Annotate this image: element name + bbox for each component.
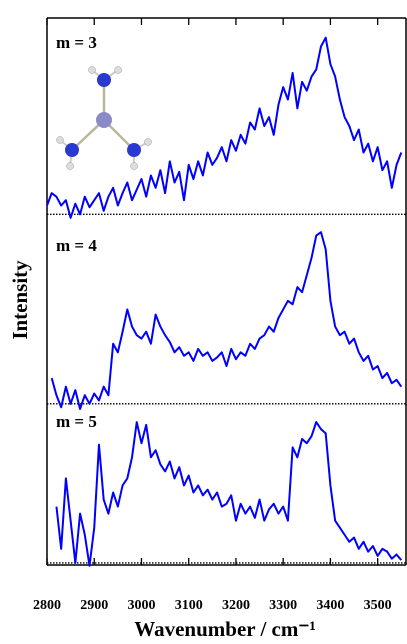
x-tick-label: 3200 bbox=[222, 598, 250, 613]
spectrum-line bbox=[47, 38, 401, 218]
x-tick-label: 2800 bbox=[33, 598, 61, 613]
x-tick-label: 3000 bbox=[127, 598, 155, 613]
x-tick-label: 3500 bbox=[364, 598, 392, 613]
x-tick-label: 3300 bbox=[269, 598, 297, 613]
panel-label: m = 3 bbox=[56, 33, 97, 52]
page: {"chart_data": [ {"type": "line", "annot… bbox=[0, 0, 407, 644]
spectrum-line bbox=[52, 232, 402, 409]
y-axis-label: Intensity bbox=[8, 260, 32, 340]
spectrum-line bbox=[56, 422, 401, 566]
x-tick-label: 3100 bbox=[175, 598, 203, 613]
chart: m = 3 m = 4 Intensity m = 5 2800 2900 3000 3100… bbox=[0, 0, 407, 644]
x-tick-label: 3400 bbox=[316, 598, 344, 613]
panel-label: m = 5 bbox=[56, 412, 97, 431]
panel-label: m = 4 bbox=[56, 236, 97, 255]
molecule-icon bbox=[57, 67, 152, 170]
x-tick-label: 2900 bbox=[80, 598, 108, 613]
x-axis-label: Wavenumber / cm⁻¹ bbox=[134, 617, 315, 641]
